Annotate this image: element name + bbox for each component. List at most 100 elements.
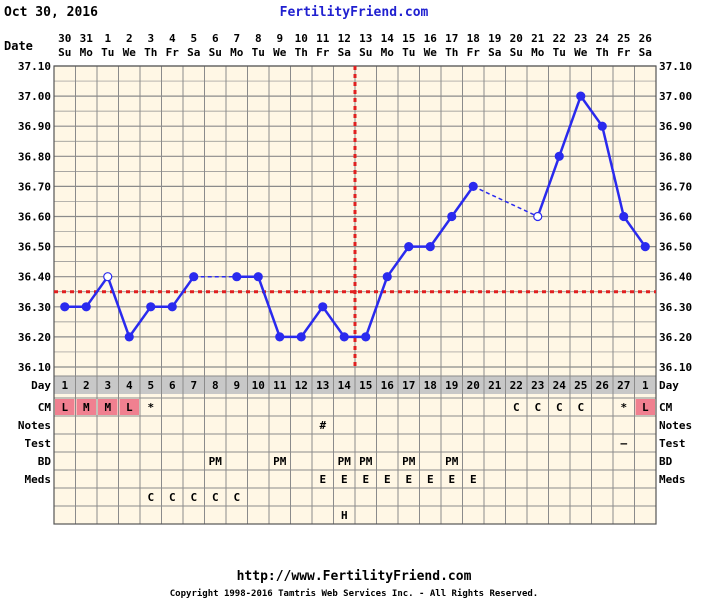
footer-url[interactable]: http://www.FertilityFriend.com — [237, 569, 472, 584]
temp-line — [450, 185, 475, 218]
date-label: 9 — [276, 32, 283, 45]
meds-cell: E — [384, 473, 391, 486]
y-tick-label-right: 36.20 — [659, 331, 692, 344]
cycle-day-label: 20 — [467, 379, 480, 392]
cm-cell: L — [642, 401, 649, 414]
temp-point — [640, 242, 650, 252]
date-label: 1 — [104, 32, 111, 45]
temp-line — [321, 306, 346, 338]
cycle-day-label: 14 — [338, 379, 352, 392]
temp-point — [146, 302, 156, 312]
meds-row-label-left: Meds — [25, 473, 52, 486]
weekday-label: Th — [445, 46, 458, 59]
y-tick-label-left: 36.80 — [18, 150, 51, 163]
date-label: 21 — [531, 32, 545, 45]
date-label: 14 — [381, 32, 395, 45]
temp-line — [106, 276, 131, 338]
weekday-label: Fr — [166, 46, 180, 59]
temp-point — [619, 211, 629, 222]
cycle-day-label: 4 — [126, 379, 133, 392]
cm-cell: * — [620, 401, 627, 414]
weekday-label: Fr — [467, 46, 481, 59]
temp-point — [253, 272, 263, 282]
date-label: 5 — [190, 32, 197, 45]
weekday-label: We — [574, 46, 588, 59]
weekday-label: Sa — [187, 46, 200, 59]
extra2-cell: H — [341, 509, 348, 522]
temp-line — [558, 95, 582, 157]
cycle-day-label: 18 — [424, 379, 437, 392]
weekday-label: Su — [209, 46, 222, 59]
cm-cell: C — [513, 401, 520, 414]
cycle-day-label: 19 — [445, 379, 458, 392]
y-tick-label-left: 36.10 — [18, 361, 51, 374]
cycle-day-label: 23 — [531, 379, 544, 392]
date-label: 3 — [147, 32, 154, 45]
meds-cell: E — [341, 473, 348, 486]
temp-point — [382, 272, 392, 282]
temp-point — [468, 181, 478, 191]
temp-point — [447, 211, 457, 222]
y-tick-label-left: 36.60 — [18, 211, 51, 224]
y-tick-label-right: 36.60 — [659, 211, 692, 224]
y-tick-label-left: 37.10 — [18, 60, 51, 73]
extra1-cell: C — [212, 491, 219, 504]
date-label: 8 — [255, 32, 262, 45]
footer-copyright: Copyright 1998-2016 Tamtris Web Services… — [170, 588, 538, 599]
cycle-day-label: 1 — [61, 379, 68, 392]
cycle-day-label: 3 — [104, 379, 111, 392]
date-row-label: Date — [4, 39, 33, 53]
test-row-label-right: Test — [659, 437, 686, 450]
bd-row-label-left: BD — [38, 455, 52, 468]
temp-point — [275, 332, 285, 342]
temp-line-dashed — [472, 185, 539, 218]
cycle-day-label: 6 — [169, 379, 176, 392]
cm-row-label-right: CM — [659, 401, 673, 414]
y-tick-label-right: 36.50 — [659, 241, 692, 254]
date-label: 25 — [617, 32, 630, 45]
cm-cell: M — [104, 401, 111, 414]
bd-cell: PM — [445, 455, 459, 468]
weekday-label: Th — [295, 46, 308, 59]
bd-cell: PM — [338, 455, 352, 468]
temp-point — [60, 302, 70, 312]
cycle-day-label: 24 — [553, 379, 567, 392]
cm-highlight-cell — [98, 399, 118, 415]
cycle-day-label: 5 — [147, 379, 154, 392]
weekday-label: Mo — [230, 46, 244, 59]
date-label: 26 — [639, 32, 653, 45]
temp-point — [576, 91, 586, 101]
weekday-label: Th — [144, 46, 157, 59]
weekday-label: Th — [596, 46, 609, 59]
cycle-day-label: 21 — [488, 379, 502, 392]
cycle-day-label: 9 — [233, 379, 240, 392]
cm-cell: L — [126, 401, 133, 414]
date-label: 31 — [80, 32, 94, 45]
temp-line — [128, 306, 152, 338]
y-tick-label-right: 37.00 — [659, 90, 692, 103]
site-title[interactable]: FertilityFriend.com — [280, 5, 429, 20]
date-label: 19 — [488, 32, 501, 45]
weekday-label: We — [424, 46, 438, 59]
extra1-cell: C — [233, 491, 240, 504]
temp-point — [81, 302, 91, 312]
cm-cell: M — [83, 401, 90, 414]
date-label: 4 — [169, 32, 176, 45]
extra1-cell: C — [169, 491, 176, 504]
cm-highlight-cell — [76, 399, 96, 415]
cm-cell: C — [534, 401, 541, 414]
temp-point-open — [533, 211, 543, 222]
temp-line — [579, 95, 604, 127]
date-label: 20 — [510, 32, 523, 45]
temp-point — [597, 121, 607, 131]
y-tick-label-left: 36.30 — [18, 301, 51, 314]
test-cell: – — [620, 437, 627, 450]
y-tick-label-right: 37.10 — [659, 60, 692, 73]
cm-cell: C — [556, 401, 563, 414]
weekday-label: Sa — [488, 46, 501, 59]
weekday-label: Fr — [617, 46, 631, 59]
y-tick-label-left: 36.70 — [18, 180, 51, 193]
y-tick-label-right: 36.80 — [659, 150, 692, 163]
temp-point — [554, 151, 564, 161]
